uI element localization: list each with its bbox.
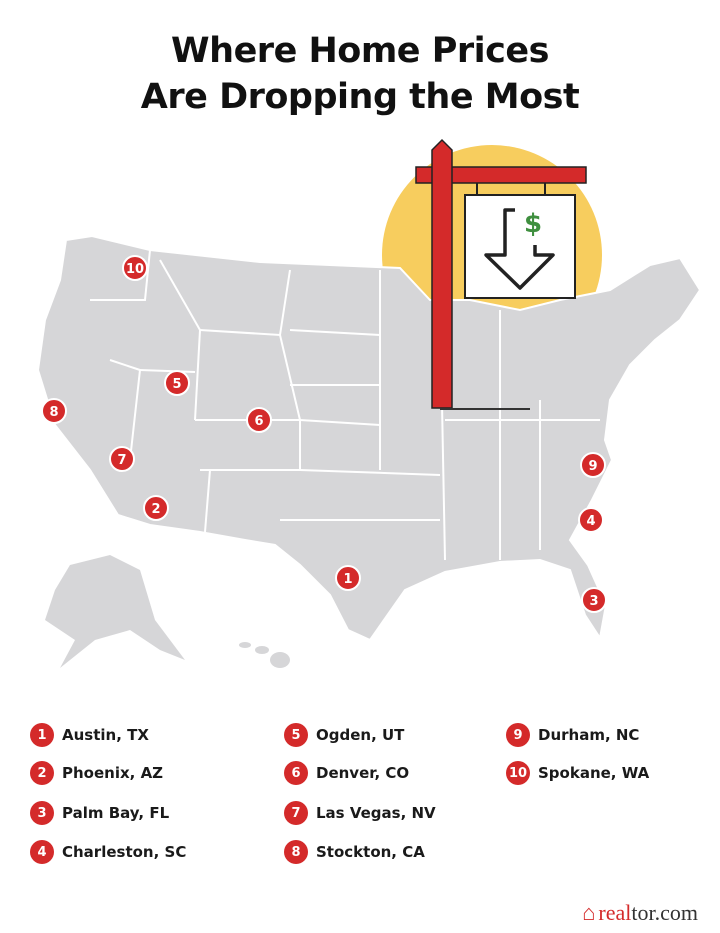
hawaii-shape [239, 642, 290, 668]
map-marker-7: 7 [109, 446, 135, 472]
rank-badge: 10 [506, 761, 530, 785]
map-marker-5: 5 [164, 370, 190, 396]
marker-number: 9 [588, 459, 597, 474]
rank-badge: 7 [284, 801, 308, 825]
legend-item: 4 Charleston, SC [30, 840, 186, 864]
alaska-shape [45, 555, 185, 668]
legend-item: 9 Durham, NC [506, 723, 639, 747]
rank-badge: 1 [30, 723, 54, 747]
city-name: Stockton, CA [316, 843, 425, 861]
legend-item: 10 Spokane, WA [506, 761, 649, 785]
city-name: Durham, NC [538, 726, 640, 744]
marker-circle [143, 495, 169, 521]
city-name: Las Vegas, NV [316, 804, 436, 822]
marker-circle [109, 446, 135, 472]
marker-circle [164, 370, 190, 396]
marker-circle [122, 255, 148, 281]
map-marker-10: 10 [122, 255, 148, 281]
rank-badge: 5 [284, 723, 308, 747]
city-name: Ogden, UT [316, 726, 405, 744]
city-name: Spokane, WA [538, 764, 650, 782]
dollar-icon: $ [524, 209, 542, 239]
city-name: Palm Bay, FL [62, 804, 170, 822]
legend-item: 7 Las Vegas, NV [284, 801, 436, 825]
rank-badge: 2 [30, 761, 54, 785]
legend-item: 1 Austin, TX [30, 723, 149, 747]
realtor-logo: ⌂ real tor.com [582, 900, 698, 925]
map-marker-1: 1 [335, 565, 361, 591]
marker-number: 3 [589, 594, 598, 609]
marker-number: 2 [151, 502, 160, 517]
marker-number: 1 [343, 572, 352, 587]
marker-number: 5 [172, 377, 181, 392]
legend-item: 2 Phoenix, AZ [30, 761, 163, 785]
city-name: Denver, CO [316, 764, 410, 782]
legend-item: 8 Stockton, CA [284, 840, 425, 864]
city-name: Phoenix, AZ [62, 764, 164, 782]
us-map: $ 1 2 3 4 5 6 7 8 9 10 [36, 138, 702, 668]
city-name: Austin, TX [62, 726, 149, 744]
marker-number: 8 [49, 405, 58, 420]
marker-number: 6 [254, 414, 263, 429]
city-name: Charleston, SC [62, 843, 187, 861]
page-title: Where Home Prices Are Dropping the Most [140, 31, 580, 117]
marker-circle [41, 398, 67, 424]
rank-badge: 4 [30, 840, 54, 864]
state-borders [90, 249, 600, 561]
map-marker-2: 2 [143, 495, 169, 521]
map-marker-3: 3 [581, 587, 607, 613]
map-marker-9: 9 [580, 452, 606, 478]
house-icon: ⌂ [582, 900, 596, 925]
rank-badge: 3 [30, 801, 54, 825]
marker-circle [246, 407, 272, 433]
rank-badge: 6 [284, 761, 308, 785]
legend-item: 5 Ogden, UT [284, 723, 404, 747]
rank-badge: 9 [506, 723, 530, 747]
marker-circle [578, 507, 604, 533]
map-marker-8: 8 [41, 398, 67, 424]
down-arrow-icon [484, 208, 555, 290]
map-marker-6: 6 [246, 407, 272, 433]
marker-circle [580, 452, 606, 478]
legend-item: 3 Palm Bay, FL [30, 801, 169, 825]
rank-badge: 8 [284, 840, 308, 864]
marker-number: 10 [126, 262, 144, 277]
marker-number: 7 [117, 453, 126, 468]
marker-circle [335, 565, 361, 591]
marker-circle [581, 587, 607, 613]
map-marker-4: 4 [578, 507, 604, 533]
marker-number: 4 [586, 514, 595, 529]
legend-item: 6 Denver, CO [284, 761, 409, 785]
for-sale-sign: $ [415, 138, 587, 410]
